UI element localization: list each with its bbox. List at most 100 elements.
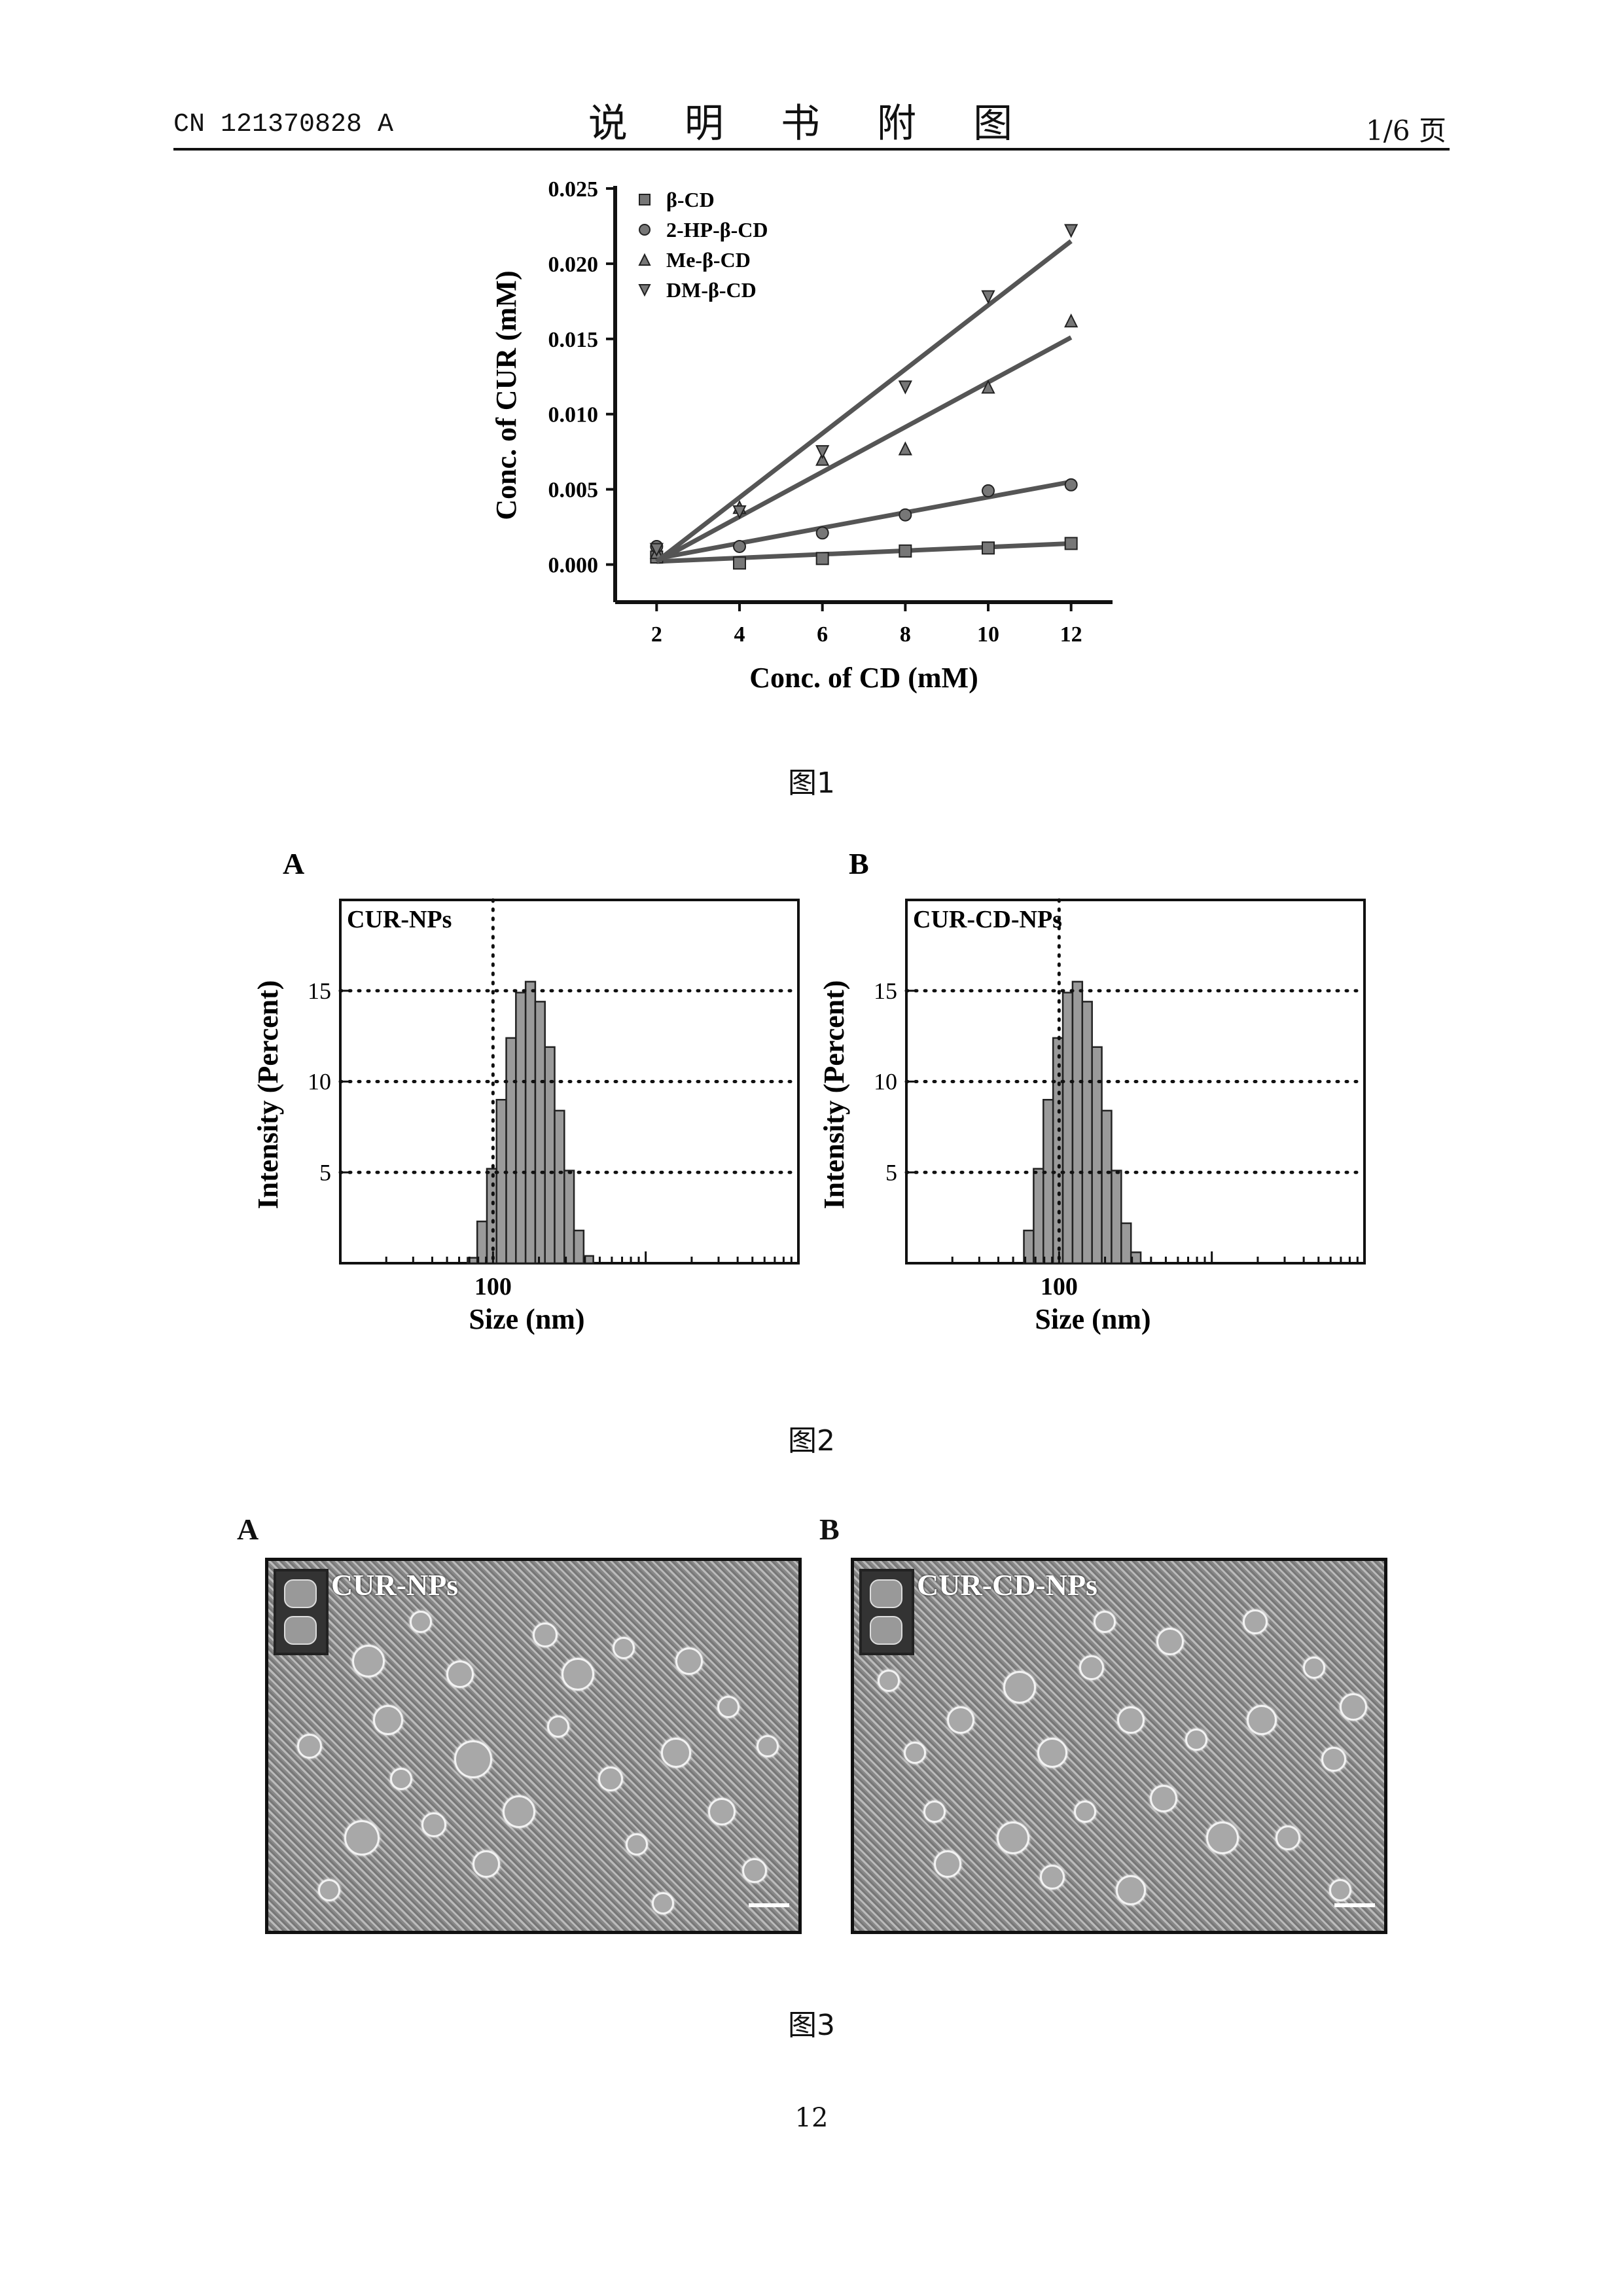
nanoparticle [421,1812,446,1837]
data-point [815,552,829,565]
nanoparticle [1037,1738,1067,1768]
page-number: 12 [794,2103,829,2133]
histogram-bar [505,1037,517,1265]
y-tick-label: 0.020 [548,253,599,277]
nanoparticle [562,1658,594,1691]
nanoparticle [626,1833,648,1856]
nanoparticle [997,1821,1029,1854]
sem-background [268,1561,798,1931]
nanoparticle [1074,1801,1096,1823]
histogram-panel-B: B CUR-CD-NPs 5 10 15 100 Size (nm) Intensity (P… [818,847,1366,1335]
histogram-bar [573,1229,585,1265]
nanoparticle [1329,1879,1351,1901]
data-point [981,290,995,304]
y-tick-label: 15 [308,978,331,1004]
x-tick-label: 10 [977,622,999,647]
sem-image-cur-nps: CUR-NPs [265,1558,802,1934]
data-point [815,452,830,466]
nanoparticle [410,1611,432,1633]
sem-image-cur-cd-nps: CUR-CD-NPs [851,1558,1387,1934]
nanoparticle [613,1637,635,1659]
series-Me-β-CD [649,314,1079,564]
legend-label: β-CD [666,188,715,211]
histogram-bar [495,1099,507,1265]
legend-marker [638,284,651,297]
nanoparticle [934,1850,961,1878]
histogram-bar [554,1109,565,1265]
nanoparticle [390,1768,412,1790]
x-tick-label: 100 [474,1273,512,1300]
nanoparticle [878,1670,900,1692]
nanoparticle [923,1801,946,1823]
page-info: 1/6 页 [1366,115,1446,147]
nanoparticle [1321,1747,1346,1772]
nanoparticle [1247,1705,1277,1735]
data-point [733,556,746,570]
legend-label: Me-β-CD [666,248,751,272]
x-axis-label: Size (nm) [1035,1303,1150,1335]
panel-title: CUR-NPs [347,906,452,933]
data-point [1064,224,1079,238]
header-rule [173,148,1450,151]
nanoparticle [1116,1875,1146,1905]
y-tick-label: 10 [308,1069,331,1095]
data-point [981,380,995,394]
nanoparticle [1303,1657,1325,1679]
histogram-bar [582,1255,594,1265]
histogram-bar [563,1170,575,1265]
nanoparticle [742,1858,767,1883]
histogram-bar [1091,1046,1103,1265]
figure1-caption: 图1 [788,766,835,800]
nanoparticle [904,1742,926,1764]
nanoparticle [1003,1671,1036,1704]
nanoparticle [661,1738,691,1768]
x-tick-label: 4 [734,622,745,647]
nanoparticle [318,1879,340,1901]
nanoparticle [675,1647,703,1675]
sem-background [854,1561,1384,1931]
nanoparticle [373,1705,403,1735]
legend-label: 2-HP-β-CD [666,218,768,242]
x-axis-label: Conc. of CD (mM) [749,662,978,694]
nanoparticle [352,1645,385,1677]
histogram-bar [1071,980,1084,1265]
fit-line [655,335,1073,564]
histogram-bar [524,980,537,1265]
histogram-bar [1043,1099,1054,1265]
y-axis-label: Intensity (Percent) [252,980,284,1210]
panel-title: CUR-CD-NPs [913,906,1062,933]
histogram-bar [544,1046,556,1265]
figure2-caption: 图2 [788,1424,835,1458]
x-tick-label: 8 [900,622,911,647]
nanoparticle [652,1892,674,1914]
fit-line [655,239,1073,564]
data-point [1064,537,1078,550]
data-point [649,543,664,557]
y-tick-label: 5 [885,1159,897,1185]
nanoparticle [1340,1693,1367,1721]
nanoparticle [1243,1609,1268,1634]
legend-label: DM-β-CD [666,278,757,302]
sem-label: CUR-NPs [331,1568,459,1602]
y-tick-label: 15 [874,978,897,1004]
data-point [733,539,746,553]
histogram-bar [1101,1109,1113,1265]
y-axis-label: Intensity (Percent) [818,980,850,1210]
page-title: 说 明 书 附 图 [588,101,1035,147]
y-axis-label: Conc. of CUR (mM) [490,270,522,520]
histogram-bar [1120,1222,1132,1265]
nanoparticle [454,1740,492,1778]
figure3-panel-a-letter: A [237,1513,259,1546]
nanoparticle [1079,1655,1104,1680]
histogram-bar [534,1001,546,1265]
y-tick-label: 0.010 [548,403,599,427]
data-point [898,380,912,395]
series-DM-β-CD [649,224,1079,564]
histogram-bar [1081,1001,1093,1265]
scale-bar [1334,1903,1375,1907]
data-point [1064,314,1079,328]
panel-letter: B [849,847,869,880]
nanoparticle [503,1795,535,1828]
fit-line [656,479,1072,561]
data-point [815,445,830,459]
